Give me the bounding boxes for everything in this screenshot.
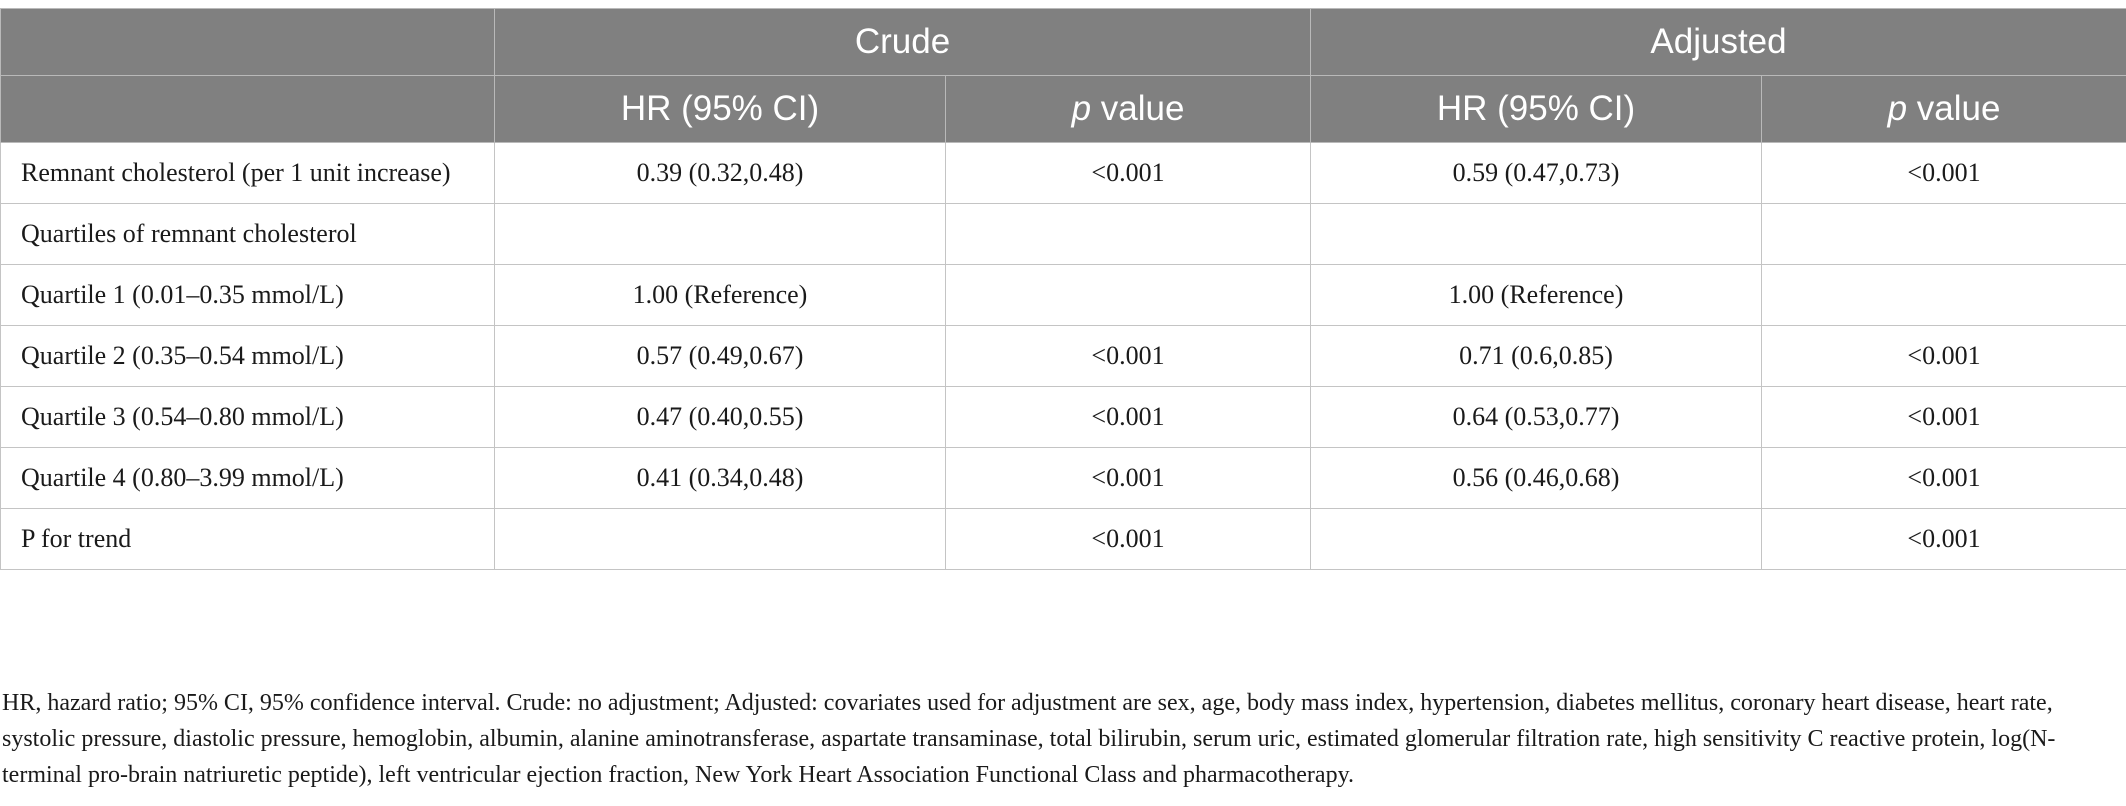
table-footnote: HR, hazard ratio; 95% CI, 95% confidence… <box>2 690 2056 788</box>
p-italic: p <box>1071 89 1092 128</box>
table-row: P for trend <0.001 <0.001 <box>0 508 2126 570</box>
adjusted-hr-cell: 0.64 (0.53,0.77) <box>1310 386 1763 448</box>
table-row: Quartile 3 (0.54–0.80 mmol/L) 0.47 (0.40… <box>0 386 2126 448</box>
crude-p-cell: <0.001 <box>944 447 1312 509</box>
header-adjusted-p: p value <box>1761 75 2126 143</box>
header-group-row: Crude Adjusted <box>0 8 2126 76</box>
table-row: Remnant cholesterol (per 1 unit increase… <box>0 142 2126 204</box>
adjusted-p-cell: <0.001 <box>1761 142 2126 204</box>
adjusted-p-cell: <0.001 <box>1761 386 2126 448</box>
header-empty-cell <box>0 75 495 143</box>
row-label: Quartile 4 (0.80–3.99 mmol/L) <box>0 447 495 509</box>
crude-p-cell: <0.001 <box>944 508 1312 570</box>
adjusted-hr-cell <box>1310 203 1763 265</box>
header-crude-p: p value <box>944 75 1312 143</box>
crude-hr-cell: 0.57 (0.49,0.67) <box>494 325 946 387</box>
header-empty-cell <box>0 8 495 76</box>
adjusted-hr-cell: 0.56 (0.46,0.68) <box>1310 447 1763 509</box>
row-label: P for trend <box>0 508 495 570</box>
row-label: Quartiles of remnant cholesterol <box>0 203 495 265</box>
crude-p-cell: <0.001 <box>944 325 1312 387</box>
adjusted-p-cell: <0.001 <box>1761 325 2126 387</box>
crude-hr-cell: 1.00 (Reference) <box>494 264 946 326</box>
crude-hr-cell <box>494 203 946 265</box>
header-crude: Crude <box>493 8 1312 76</box>
table-row: Quartile 4 (0.80–3.99 mmol/L) 0.41 (0.34… <box>0 447 2126 509</box>
adjusted-p-cell <box>1761 203 2126 265</box>
crude-hr-cell: 0.39 (0.32,0.48) <box>494 142 946 204</box>
header-crude-hr: HR (95% CI) <box>494 75 946 143</box>
crude-p-cell <box>944 203 1312 265</box>
crude-hr-cell: 0.47 (0.40,0.55) <box>494 386 946 448</box>
adjusted-hr-cell: 0.71 (0.6,0.85) <box>1310 325 1763 387</box>
adjusted-p-cell: <0.001 <box>1761 447 2126 509</box>
adjusted-p-cell <box>1761 264 2126 326</box>
crude-hr-cell: 0.41 (0.34,0.48) <box>494 447 946 509</box>
adjusted-hr-cell <box>1310 508 1763 570</box>
table-row: Quartiles of remnant cholesterol <box>0 203 2126 265</box>
p-italic: p <box>1887 89 1908 128</box>
header-adjusted: Adjusted <box>1310 8 2126 76</box>
row-label: Remnant cholesterol (per 1 unit increase… <box>0 142 495 204</box>
crude-p-cell <box>944 264 1312 326</box>
adjusted-hr-cell: 0.59 (0.47,0.73) <box>1310 142 1763 204</box>
crude-hr-cell <box>494 508 946 570</box>
p-rest: value <box>1907 89 2001 128</box>
table-row: Quartile 2 (0.35–0.54 mmol/L) 0.57 (0.49… <box>0 325 2126 387</box>
table-row: Quartile 1 (0.01–0.35 mmol/L) 1.00 (Refe… <box>0 264 2126 326</box>
crude-p-cell: <0.001 <box>944 142 1312 204</box>
results-table: Crude Adjusted HR (95% CI) p value HR (9… <box>0 8 2126 570</box>
row-label: Quartile 3 (0.54–0.80 mmol/L) <box>0 386 495 448</box>
row-label: Quartile 1 (0.01–0.35 mmol/L) <box>0 264 495 326</box>
p-rest: value <box>1091 89 1185 128</box>
row-label: Quartile 2 (0.35–0.54 mmol/L) <box>0 325 495 387</box>
crude-p-cell: <0.001 <box>944 386 1312 448</box>
header-sub-row: HR (95% CI) p value HR (95% CI) p value <box>0 75 2126 143</box>
header-adjusted-hr: HR (95% CI) <box>1310 75 1763 143</box>
adjusted-p-cell: <0.001 <box>1761 508 2126 570</box>
adjusted-hr-cell: 1.00 (Reference) <box>1310 264 1763 326</box>
